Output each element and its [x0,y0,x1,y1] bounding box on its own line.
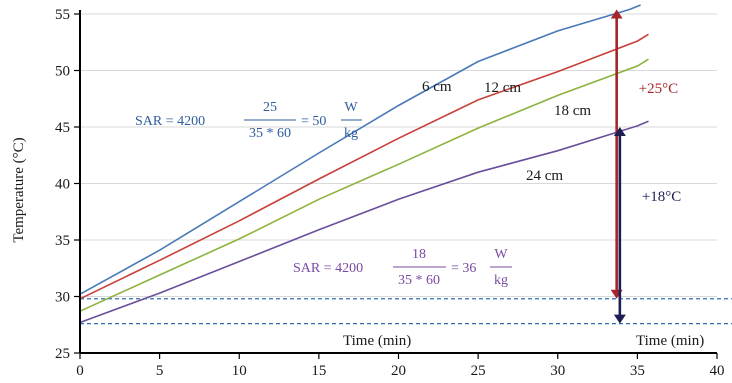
series-lines [79,4,649,324]
sar-purple-den: 35 * 60 [398,273,440,288]
x-tick-label-10: 10 [232,363,247,379]
series-label-24cm: 24 cm [526,168,563,184]
sar-purple-lhs: SAR = 4200 [293,261,363,276]
x-tick-label-0: 0 [76,363,84,379]
y-tick-label-30: 30 [55,290,70,306]
time-label-right: Time (min) [636,333,704,349]
series-label-18cm: 18 cm [554,103,591,119]
sar-purple-unit-num: W [494,247,508,262]
series-line-24cm [79,120,649,324]
x-tick-label-20: 20 [391,363,406,379]
sar-purple-mid: = 36 [451,261,476,276]
y-tick-label-45: 45 [55,120,70,136]
sar-blue-den: 35 * 60 [249,126,291,141]
y-tick-label-25: 25 [55,346,70,362]
sar-equation-blue: SAR = 4200 25 35 * 60 = 50 W kg [135,100,362,141]
x-tick-label-40: 40 [710,363,725,379]
arrow-head-top-1 [613,127,626,136]
gridlines [80,13,717,297]
x-tick-label-5: 5 [156,363,164,379]
y-tick-label-50: 50 [55,64,70,80]
arrow-head-bottom-1 [613,314,626,324]
y-axis-title: Temperature (°C) [11,137,27,242]
reference-lines [80,298,732,325]
x-tick-label-25: 25 [471,363,486,379]
series-line-12cm [79,33,649,300]
sar-blue-unit-num: W [344,100,358,115]
y-tick-label-55: 55 [55,7,70,23]
y-tick-label-40: 40 [55,177,70,193]
sar-blue-lhs: SAR = 4200 [135,114,205,129]
sar-blue-mid: = 50 [301,114,326,129]
series-line-6cm [79,4,641,295]
sar-purple-num: 18 [412,247,426,262]
sar-purple-unit-den: kg [494,273,508,288]
x-tick-label-15: 15 [311,363,326,379]
series-label-12cm: 12 cm [484,80,521,96]
arrow-label-1: +18°C [642,189,681,205]
time-label-inner: Time (min) [343,333,411,349]
axes [74,10,718,359]
series-label-6cm: 6 cm [422,79,452,95]
arrow-label-0: +25°C [639,81,678,97]
tick-labels: 0 5 10 15 20 25 30 35 40 25 30 35 40 45 50 55 [55,7,725,379]
difference-arrows: +25°C +18°C [610,9,681,324]
series-line-18cm [79,58,649,312]
x-tick-label-35: 35 [630,363,645,379]
y-tick-label-35: 35 [55,233,70,249]
sar-equation-purple: SAR = 4200 18 35 * 60 = 36 W kg [293,247,512,288]
x-tick-label-30: 30 [550,363,565,379]
arrow-head-top-0 [610,9,623,19]
sar-blue-num: 25 [263,100,277,115]
sar-blue-unit-den: kg [344,126,358,141]
